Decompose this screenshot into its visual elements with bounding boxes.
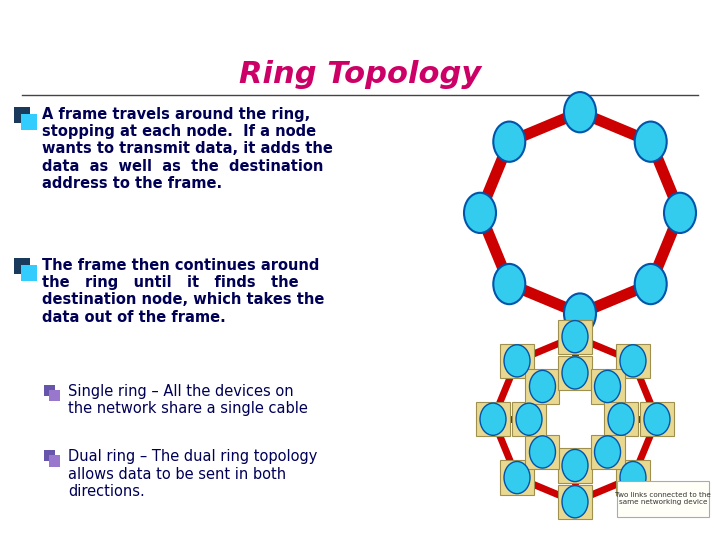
- Ellipse shape: [529, 370, 555, 403]
- Text: allows data to be sent in both: allows data to be sent in both: [68, 467, 286, 482]
- Bar: [590, 435, 624, 469]
- Ellipse shape: [516, 403, 542, 435]
- Ellipse shape: [562, 357, 588, 389]
- Ellipse shape: [480, 403, 506, 435]
- Bar: [616, 461, 650, 495]
- Ellipse shape: [493, 122, 526, 162]
- Bar: [558, 448, 592, 483]
- Text: address to the frame.: address to the frame.: [42, 176, 222, 191]
- Ellipse shape: [595, 436, 621, 468]
- Ellipse shape: [504, 462, 530, 494]
- Ellipse shape: [564, 293, 596, 334]
- Bar: [500, 344, 534, 378]
- Ellipse shape: [504, 345, 530, 377]
- Bar: [590, 369, 624, 403]
- Bar: [526, 369, 559, 403]
- Text: stopping at each node.  If a node: stopping at each node. If a node: [42, 124, 316, 139]
- Bar: [14, 107, 30, 123]
- Text: Single ring – All the devices on: Single ring – All the devices on: [68, 384, 294, 399]
- Ellipse shape: [562, 321, 588, 353]
- Ellipse shape: [608, 403, 634, 435]
- Ellipse shape: [595, 370, 621, 403]
- Ellipse shape: [562, 449, 588, 482]
- FancyBboxPatch shape: [617, 481, 709, 517]
- Bar: [500, 461, 534, 495]
- Bar: [21, 114, 37, 130]
- Bar: [49, 455, 60, 467]
- Bar: [640, 402, 674, 436]
- Text: destination node, which takes the: destination node, which takes the: [42, 292, 325, 307]
- Ellipse shape: [464, 193, 496, 233]
- Text: the network share a single cable: the network share a single cable: [68, 401, 308, 416]
- Ellipse shape: [620, 345, 646, 377]
- Text: directions.: directions.: [68, 484, 145, 498]
- Bar: [49, 390, 60, 401]
- Text: the   ring   until   it   finds   the: the ring until it finds the: [42, 275, 299, 291]
- Text: Ring Topology: Ring Topology: [239, 60, 481, 90]
- Text: Introduction to Computer Networks: Introduction to Computer Networks: [11, 13, 306, 28]
- Bar: [558, 356, 592, 390]
- Ellipse shape: [635, 264, 667, 304]
- Bar: [44, 385, 55, 396]
- Text: The frame then continues around: The frame then continues around: [42, 258, 320, 273]
- Text: data  as  well  as  the  destination: data as well as the destination: [42, 159, 323, 173]
- Ellipse shape: [529, 436, 555, 468]
- Bar: [14, 258, 30, 274]
- Text: A frame travels around the ring,: A frame travels around the ring,: [42, 107, 310, 122]
- Bar: [44, 450, 55, 462]
- Bar: [558, 484, 592, 519]
- Ellipse shape: [635, 122, 667, 162]
- Ellipse shape: [564, 92, 596, 132]
- Bar: [512, 402, 546, 436]
- Text: wants to transmit data, it adds the: wants to transmit data, it adds the: [42, 141, 333, 157]
- Bar: [616, 344, 650, 378]
- Text: data out of the frame.: data out of the frame.: [42, 309, 226, 325]
- Ellipse shape: [562, 485, 588, 518]
- Ellipse shape: [644, 403, 670, 435]
- Bar: [558, 320, 592, 354]
- Ellipse shape: [664, 193, 696, 233]
- Bar: [604, 402, 638, 436]
- Bar: [21, 265, 37, 281]
- Ellipse shape: [493, 264, 526, 304]
- Text: Dual ring – The dual ring topology: Dual ring – The dual ring topology: [68, 449, 318, 464]
- Text: Two links connected to the
same networking device: Two links connected to the same networki…: [615, 492, 711, 505]
- Bar: [526, 435, 559, 469]
- Ellipse shape: [620, 462, 646, 494]
- Bar: [476, 402, 510, 436]
